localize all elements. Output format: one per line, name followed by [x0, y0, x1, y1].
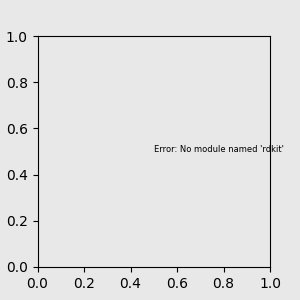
Text: Error: No module named 'rdkit': Error: No module named 'rdkit' — [154, 145, 284, 154]
